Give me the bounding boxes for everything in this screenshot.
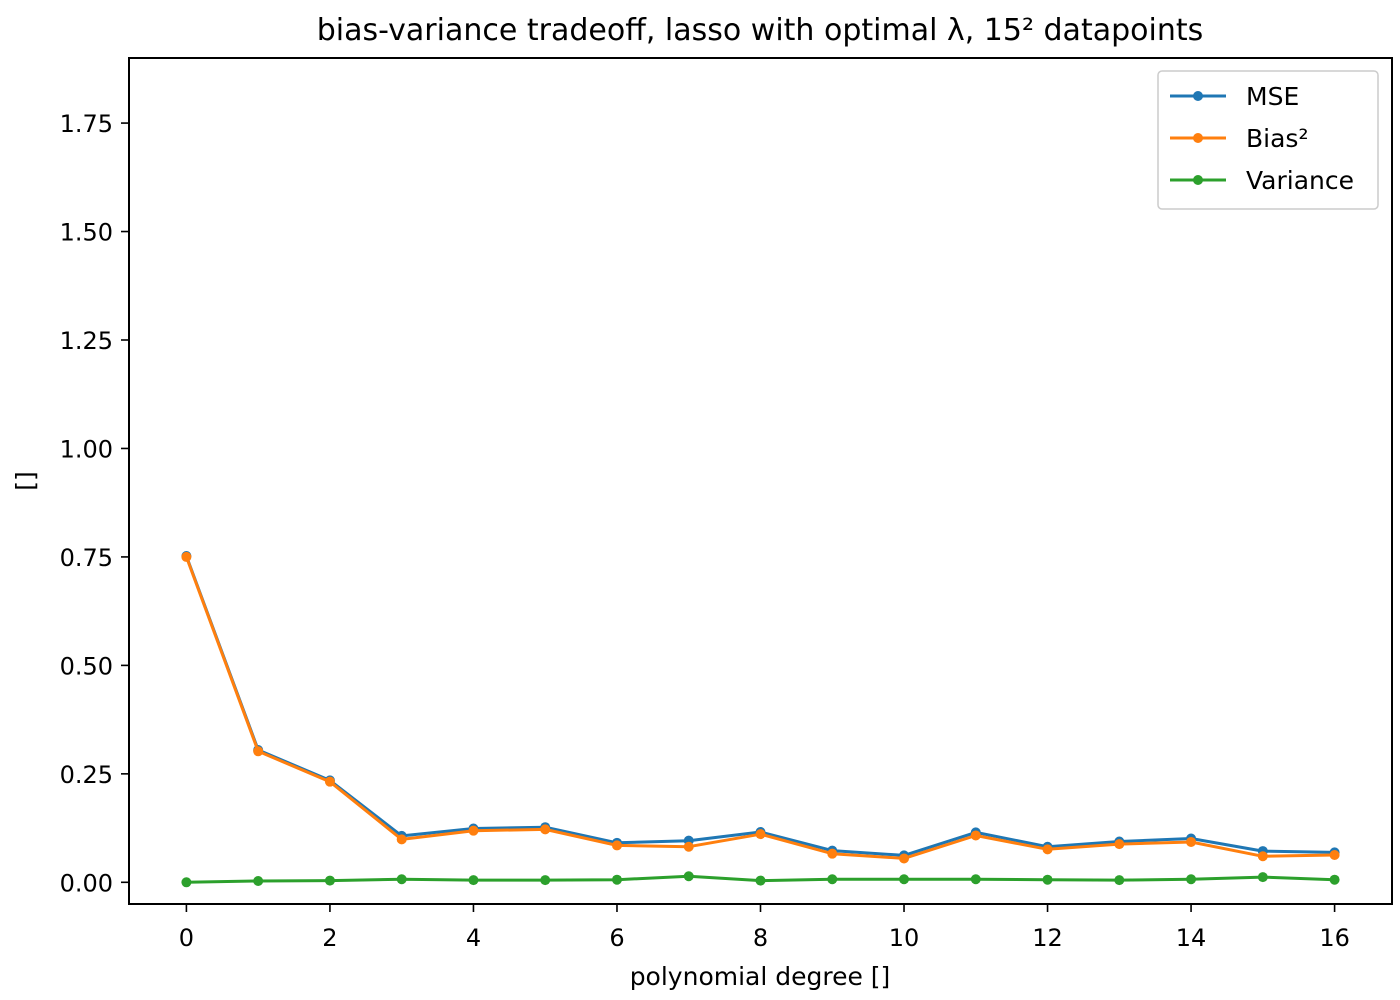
data-point-bias [1186, 836, 1197, 847]
x-tick-label: 12 [1032, 924, 1063, 952]
y-tick-label: 0.75 [60, 544, 113, 572]
data-point-bias [899, 853, 910, 864]
x-tick-label: 0 [179, 924, 194, 952]
data-point-variance [1186, 874, 1197, 885]
series-line-bias [184, 556, 1335, 860]
legend-box [1157, 70, 1379, 210]
data-point-variance [683, 871, 694, 882]
data-point-bias [1329, 849, 1340, 860]
legend-swatch-marker [1193, 175, 1203, 185]
data-point-bias [683, 841, 694, 852]
data-point-bias [755, 829, 766, 840]
data-point-variance [1257, 872, 1268, 883]
x-tick-label: 14 [1176, 924, 1207, 952]
data-point-bias [540, 824, 551, 835]
data-point-variance [324, 875, 335, 886]
data-point-variance [1042, 874, 1053, 885]
data-point-variance [827, 874, 838, 885]
data-point-bias [1042, 844, 1053, 855]
legend: MSE Bias² Variance [1157, 70, 1379, 210]
x-tick-label: 10 [889, 924, 920, 952]
data-point-bias [253, 746, 264, 757]
data-point-variance [540, 875, 551, 886]
plot-area [181, 551, 1340, 888]
y-tick-label: 1.75 [60, 110, 113, 138]
data-point-bias [827, 848, 838, 859]
legend-label: Variance [1246, 166, 1354, 195]
x-tick-label: 16 [1319, 924, 1350, 952]
tick-layer: 0 2 4 6 8 10 12 14 16 0.00 0.25 0.50 0.75 1.00 1.25 1.5… [60, 110, 1350, 952]
data-point-variance [468, 875, 479, 886]
legend-label: Bias² [1246, 124, 1308, 153]
data-point-bias [181, 551, 192, 562]
data-point-bias [1257, 851, 1268, 862]
data-point-variance [1329, 874, 1340, 885]
data-point-bias [324, 776, 335, 787]
y-tick-label: 0.50 [60, 652, 113, 680]
data-point-variance [1114, 875, 1125, 886]
data-point-bias [396, 834, 407, 845]
series-line-mse [184, 555, 1335, 857]
data-point-variance [396, 874, 407, 885]
legend-label: MSE [1246, 82, 1299, 111]
y-tick-label: 0.25 [60, 761, 113, 789]
y-axis-title: [] [11, 471, 40, 491]
data-point-variance [970, 874, 981, 885]
chart-title: bias-variance tradeoff, lasso with optim… [317, 13, 1203, 48]
y-tick-label: 1.25 [60, 327, 113, 355]
x-tick-label: 2 [322, 924, 337, 952]
data-point-variance [611, 874, 622, 885]
x-tick-label: 8 [753, 924, 768, 952]
y-tick-label: 1.00 [60, 435, 113, 463]
data-point-variance [899, 874, 910, 885]
data-point-bias [468, 825, 479, 836]
data-point-bias [970, 830, 981, 841]
data-point-variance [755, 875, 766, 886]
legend-swatch-marker [1193, 133, 1203, 143]
y-tick-label: 1.50 [60, 219, 113, 247]
x-tick-label: 6 [609, 924, 624, 952]
data-point-bias [1114, 839, 1125, 850]
data-point-variance [181, 877, 192, 888]
x-tick-label: 4 [466, 924, 481, 952]
x-axis-title: polynomial degree [] [630, 962, 891, 991]
legend-swatch-marker [1193, 91, 1203, 101]
y-tick-label: 0.00 [60, 869, 113, 897]
data-point-bias [611, 840, 622, 851]
data-point-variance [253, 876, 264, 887]
